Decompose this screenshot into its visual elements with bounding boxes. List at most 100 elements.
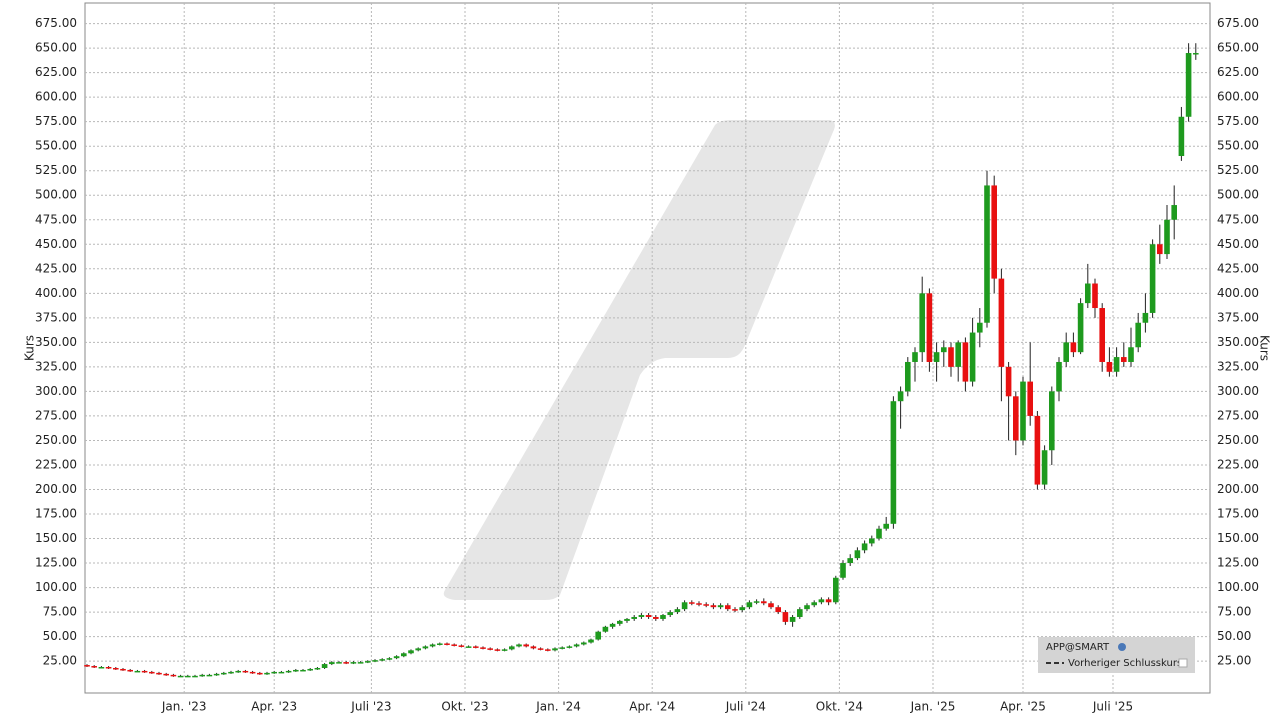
y-tick-label: 625.00 bbox=[35, 65, 77, 79]
y-tick-label-right: 650.00 bbox=[1217, 41, 1259, 55]
candle-body bbox=[761, 601, 767, 604]
candle-body bbox=[1157, 244, 1163, 255]
y-tick-label: 525.00 bbox=[35, 163, 77, 177]
candle-body bbox=[444, 643, 450, 645]
candle-body bbox=[645, 615, 652, 617]
candle-body bbox=[1034, 415, 1041, 485]
candles bbox=[84, 43, 1199, 678]
candle-body bbox=[523, 644, 529, 647]
y-tick-label: 100.00 bbox=[35, 580, 77, 594]
candle-body bbox=[264, 672, 270, 675]
candle-body bbox=[624, 618, 630, 621]
legend: APP@SMART Vorheriger Schlusskurs bbox=[1038, 637, 1195, 673]
candle-body bbox=[573, 644, 580, 647]
labels: 25.00 25.00 50.00 50.00 75.00 75.00 100.00 100.… bbox=[35, 16, 1259, 713]
candle-body bbox=[1077, 303, 1084, 353]
candle-body bbox=[926, 293, 933, 362]
candle-body bbox=[861, 543, 868, 551]
y-axis-label: Kurs bbox=[23, 335, 37, 361]
y-tick-label: 575.00 bbox=[35, 114, 77, 128]
y-tick-label-right: 525.00 bbox=[1217, 163, 1259, 177]
candle-body bbox=[739, 607, 745, 611]
candle-body bbox=[825, 599, 832, 603]
y-tick-label: 250.00 bbox=[35, 433, 77, 447]
candle-body bbox=[689, 602, 695, 604]
candle-body bbox=[933, 352, 940, 362]
candle-body bbox=[847, 558, 853, 564]
candle-body bbox=[1149, 244, 1156, 313]
candle-body bbox=[919, 293, 925, 353]
candle-body bbox=[732, 609, 738, 611]
y-tick-label-right: 150.00 bbox=[1217, 531, 1259, 545]
candle-body bbox=[235, 670, 241, 673]
candle-body bbox=[1106, 361, 1113, 372]
candle-body bbox=[357, 662, 364, 664]
candle-body bbox=[1020, 381, 1026, 441]
y-tick-label: 550.00 bbox=[35, 139, 77, 153]
y-tick-label-right: 275.00 bbox=[1217, 408, 1259, 422]
candle-body bbox=[372, 660, 378, 662]
candle-body bbox=[1099, 308, 1105, 362]
y-tick-label: 350.00 bbox=[35, 335, 77, 349]
candle-body bbox=[1185, 53, 1192, 117]
candle-body bbox=[545, 649, 551, 651]
y-tick-label-right: 125.00 bbox=[1217, 556, 1259, 570]
x-tick-label: Juli '24 bbox=[725, 700, 766, 714]
candle-body bbox=[480, 647, 486, 649]
y-tick-label-right: 350.00 bbox=[1217, 335, 1259, 349]
candle-body bbox=[696, 603, 702, 605]
candle-body bbox=[717, 605, 724, 608]
candle-body bbox=[458, 645, 465, 647]
candle-body bbox=[876, 528, 882, 539]
candle-body bbox=[408, 650, 414, 654]
candle-body bbox=[559, 647, 565, 649]
y-tick-label: 650.00 bbox=[35, 41, 77, 55]
candle-body bbox=[1063, 342, 1069, 362]
candle-body bbox=[631, 616, 637, 619]
y-tick-label: 175.00 bbox=[35, 507, 77, 521]
candle-body bbox=[228, 671, 234, 674]
y-tick-label: 325.00 bbox=[35, 359, 77, 373]
candle-body bbox=[984, 185, 990, 323]
candle-body bbox=[1164, 219, 1170, 255]
candle-body bbox=[473, 646, 479, 648]
candle-body bbox=[746, 602, 753, 608]
candle-body bbox=[1121, 357, 1127, 362]
candle-body bbox=[588, 639, 594, 643]
legend-previous-close: Vorheriger Schlusskurs bbox=[1068, 658, 1182, 669]
legend-checkbox[interactable] bbox=[1178, 658, 1188, 668]
candle-body bbox=[84, 665, 90, 667]
candle-body bbox=[257, 672, 263, 675]
y-tick-label: 450.00 bbox=[35, 237, 77, 251]
candle-body bbox=[753, 601, 760, 603]
y-tick-label-right: 550.00 bbox=[1217, 139, 1259, 153]
x-tick-label: Apr. '24 bbox=[629, 700, 675, 714]
candle-body bbox=[1178, 116, 1185, 157]
candle-body bbox=[127, 669, 133, 672]
candle-body bbox=[415, 648, 421, 651]
y-tick-label-right: 500.00 bbox=[1217, 188, 1259, 202]
y-tick-label-right: 375.00 bbox=[1217, 310, 1259, 324]
candle-body bbox=[393, 656, 400, 659]
grid bbox=[85, 3, 1210, 693]
candle-body bbox=[1171, 205, 1177, 220]
candle-body bbox=[149, 671, 155, 674]
candle-body bbox=[977, 322, 983, 333]
candle-body bbox=[1142, 312, 1149, 323]
candle-body bbox=[451, 644, 457, 646]
y-tick-label: 425.00 bbox=[35, 261, 77, 275]
candle-body bbox=[494, 649, 501, 651]
candle-body bbox=[509, 646, 515, 650]
x-tick-label: Okt. '23 bbox=[441, 700, 488, 714]
candle-body bbox=[998, 278, 1005, 367]
candle-body bbox=[775, 607, 781, 613]
y-tick-label: 25.00 bbox=[43, 654, 77, 668]
candle-body bbox=[1113, 357, 1120, 372]
candle-body bbox=[1128, 347, 1134, 362]
candle-body bbox=[804, 605, 810, 610]
candle-body bbox=[249, 671, 256, 674]
y-tick-label: 275.00 bbox=[35, 408, 77, 422]
candle-body bbox=[199, 674, 205, 677]
candle-body bbox=[307, 668, 313, 671]
candle-body bbox=[401, 653, 407, 657]
